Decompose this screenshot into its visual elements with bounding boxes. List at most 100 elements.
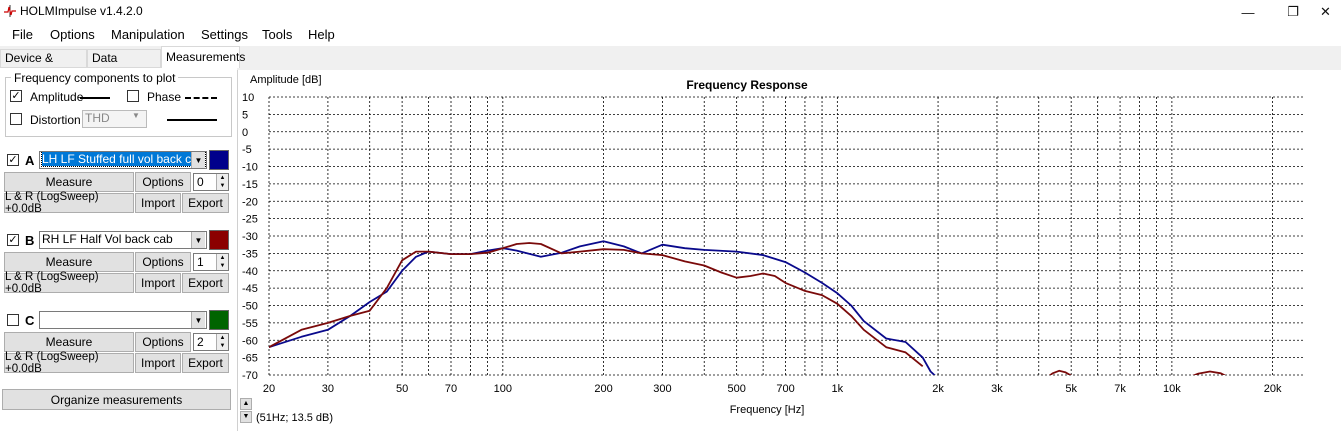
app-icon [4,5,16,17]
y-tick-label: -25 [242,214,258,226]
slot-b-measure-button[interactable]: Measure [4,252,134,272]
slot-c-spinner-value: 2 [197,335,204,349]
y-axis-label: Amplitude [dB] [250,74,322,86]
spinner-arrows-icon[interactable]: ▲ ▼ [216,174,228,190]
slot-a-measure-button[interactable]: Measure [4,172,134,192]
slot-a-color-swatch[interactable] [209,150,229,170]
slot-c-name-select[interactable] [39,311,207,329]
slot-a-export-button[interactable]: Export [182,193,229,213]
x-tick-label: 3k [991,383,1003,395]
spinner-arrows-icon[interactable]: ▲ ▼ [216,254,228,270]
freq-components-title: Frequency components to plot [11,71,179,85]
x-tick-label: 20 [263,383,275,395]
x-tick-label: 5k [1065,383,1077,395]
chart-panel [237,70,1341,431]
tab-data-analysis[interactable]: Data analysis [87,49,161,82]
x-axis-label: Frequency [Hz] [730,404,805,416]
chevron-down-icon: ▼ [132,111,140,120]
y-tick-label: -45 [242,283,258,295]
x-tick-label: 7k [1114,383,1126,395]
menu-settings[interactable]: Settings [201,27,248,42]
x-tick-label: 2k [932,383,944,395]
x-tick-label: 70 [445,383,457,395]
slot-a-name-select[interactable]: LH LF Stuffed full vol back cab [39,151,207,169]
slot-c-measure-button[interactable]: Measure [4,332,134,352]
tab-device-signal[interactable]: Device & Signal [0,49,87,82]
series-line-3 [1192,370,1227,375]
distortion-label: Distortion [30,113,81,127]
chevron-down-icon[interactable]: ▼ [191,152,205,168]
slot-c-info-label: L & R (LogSweep) +0.0dB [4,351,134,375]
slot-b-options-button[interactable]: Options [135,252,191,272]
window-title: HOLMImpulse v1.4.2.0 [20,4,143,18]
y-tick-label: -60 [242,335,258,347]
slot-b-checkbox[interactable]: ✓ [7,234,19,246]
scroll-up-icon[interactable]: ▲ [240,398,252,410]
y-tick-label: -35 [242,248,258,260]
y-tick-label: -5 [242,144,252,156]
chevron-down-icon[interactable]: ▼ [191,312,205,328]
slot-b-letter: B [25,233,35,248]
slot-c-color-swatch[interactable] [209,310,229,330]
slot-c-letter: C [25,313,35,328]
maximize-button[interactable]: ❐ [1287,4,1299,19]
distortion-checkbox[interactable] [10,113,22,125]
slot-b-import-button[interactable]: Import [135,273,181,293]
x-tick-label: 700 [776,383,794,395]
menu-options[interactable]: Options [50,27,95,42]
scroll-down-icon[interactable]: ▼ [240,411,252,423]
phase-checkbox[interactable] [127,90,139,102]
chart-title: Frequency Response [686,78,808,92]
slot-c-import-button[interactable]: Import [135,353,181,373]
amplitude-line-sample [80,97,110,99]
title-bar [0,0,1341,24]
slot-b-export-button[interactable]: Export [182,273,229,293]
slot-c-checkbox[interactable] [7,314,19,326]
slot-a-info-label: L & R (LogSweep) +0.0dB [4,191,134,215]
cursor-readout: (51Hz; 13.5 dB) [256,412,334,424]
x-tick-label: 300 [653,383,671,395]
menu-help[interactable]: Help [308,27,335,42]
amplitude-checkbox[interactable]: ✓ [10,90,22,102]
x-tick-label: 10k [1163,383,1181,395]
y-tick-label: -50 [242,301,258,313]
series-line-2 [1048,369,1072,375]
series-line-1 [269,242,924,367]
y-tick-label: -55 [242,318,258,330]
x-tick-label: 30 [322,383,334,395]
y-tick-label: -20 [242,196,258,208]
slot-a-import-button[interactable]: Import [135,193,181,213]
series-line-0 [269,240,936,375]
frequency-response-chart[interactable]: Amplitude [dB] Frequency Response Freque… [237,70,1341,431]
minimize-button[interactable]: — [1241,4,1255,20]
menu-tools[interactable]: Tools [262,27,293,42]
slot-b-spinner-value: 1 [197,255,204,269]
distortion-line-sample [167,119,217,121]
menu-file[interactable]: File [12,27,33,42]
slot-c-export-button[interactable]: Export [182,353,229,373]
phase-line-sample [185,97,217,99]
tab-measurements[interactable]: Measurements [161,46,245,68]
distortion-select[interactable]: THD [82,110,147,128]
y-tick-label: 10 [242,92,254,104]
y-tick-label: -70 [242,370,258,382]
y-tick-label: 0 [242,127,248,139]
amplitude-label: Amplitude [30,90,84,104]
chevron-down-icon[interactable]: ▼ [191,232,205,248]
slot-a-checkbox[interactable]: ✓ [7,154,19,166]
x-tick-label: 500 [727,383,745,395]
distortion-select-value: THD [85,111,110,125]
slot-a-options-button[interactable]: Options [135,172,191,192]
slot-c-options-button[interactable]: Options [135,332,191,352]
y-tick-label: 5 [242,109,248,121]
close-button[interactable]: ✕ [1320,4,1331,19]
menu-bar [0,24,1341,46]
spinner-arrows-icon[interactable]: ▲ ▼ [216,334,228,350]
slot-b-name-select[interactable]: RH LF Half Vol back cab [39,231,207,249]
y-tick-label: -10 [242,162,258,174]
menu-manipulation[interactable]: Manipulation [111,27,185,42]
slot-b-color-swatch[interactable] [209,230,229,250]
x-tick-label: 50 [396,383,408,395]
organize-measurements-button[interactable]: Organize measurements [2,389,231,410]
x-tick-label: 100 [494,383,512,395]
